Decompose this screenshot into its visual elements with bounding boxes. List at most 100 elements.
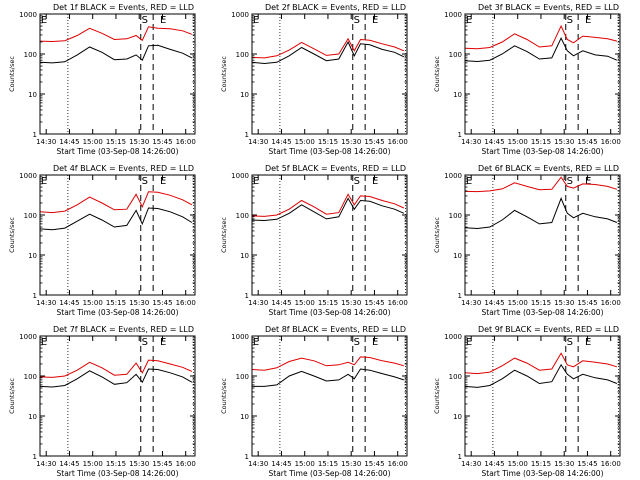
detector-panel: Det 2f BLACK = Events, RED = LLD E S E 1 10 10… — [220, 3, 408, 156]
x-tick-label: 15:45 — [577, 299, 597, 307]
y-tick-label: 100 — [24, 212, 37, 220]
y-tick-label: 1 — [458, 292, 462, 300]
y-tick-label: 100 — [449, 212, 462, 220]
x-tick-label: 15:15 — [318, 138, 338, 146]
x-tick-label: 14:45 — [271, 299, 291, 307]
x-tick-label: 14:30 — [461, 299, 481, 307]
x-tick-label: 14:45 — [271, 460, 291, 468]
x-tick-label: 15:15 — [106, 460, 126, 468]
x-tick-label: 15:00 — [83, 138, 103, 146]
y-tick-label: 100 — [24, 373, 37, 381]
x-tick-label: 15:00 — [508, 460, 528, 468]
x-tick-label: 14:45 — [59, 138, 79, 146]
x-tick-label: 15:30 — [341, 299, 361, 307]
marker-label: E — [160, 337, 166, 348]
marker-label: S — [354, 15, 360, 26]
x-tick-label: 14:45 — [484, 299, 504, 307]
y-tick-label: 1000 — [444, 11, 462, 19]
events-series-line — [39, 44, 193, 64]
x-axis-label: Start Time (03-Sep-08 14:26:00) — [482, 147, 604, 156]
x-tick-label: 14:30 — [461, 460, 481, 468]
x-tick-label: 15:45 — [364, 299, 384, 307]
y-tick-label: 10 — [240, 91, 249, 99]
x-tick-label: 15:00 — [295, 460, 315, 468]
y-tick-label: 1000 — [19, 11, 37, 19]
marker-label: E — [160, 176, 166, 187]
x-tick-label: 15:30 — [129, 299, 149, 307]
y-axis-label: Counts/sec — [220, 378, 228, 414]
x-tick-label: 15:45 — [577, 460, 597, 468]
y-tick-label: 10 — [28, 252, 37, 260]
x-tick-label: 15:00 — [508, 299, 528, 307]
panel-title: Det 8f BLACK = Events, RED = LLD — [265, 325, 406, 334]
detector-panel: Det 3f BLACK = Events, RED = LLD E S E 1 10 10… — [433, 3, 621, 156]
x-tick-label: 14:30 — [248, 299, 268, 307]
y-tick-label: 1000 — [231, 172, 249, 180]
lld-series-line — [464, 176, 618, 193]
plot-frame — [39, 174, 196, 296]
y-tick-label: 1 — [458, 131, 462, 139]
x-axis-label: Start Time (03-Sep-08 14:26:00) — [57, 469, 179, 478]
x-tick-label: 14:30 — [36, 460, 56, 468]
x-tick-label: 14:30 — [248, 460, 268, 468]
detector-panel: Det 1f BLACK = Events, RED = LLD E S E 1 10 10… — [8, 3, 196, 156]
x-tick-label: 14:45 — [59, 460, 79, 468]
events-series-line — [464, 197, 618, 230]
y-tick-label: 1 — [458, 453, 462, 461]
marker-label: S — [567, 337, 573, 348]
y-axis-label: Counts/sec — [220, 56, 228, 92]
y-tick-label: 100 — [236, 51, 249, 59]
detector-panel: Det 5f BLACK = Events, RED = LLD E S E 1 10 10… — [220, 164, 408, 317]
events-series-line — [252, 368, 405, 387]
x-axis-label: Start Time (03-Sep-08 14:26:00) — [269, 308, 391, 317]
x-tick-label: 16:00 — [388, 138, 408, 146]
y-tick-label: 1000 — [444, 333, 462, 341]
x-tick-label: 15:00 — [83, 460, 103, 468]
plot-frame — [39, 335, 196, 457]
x-tick-label: 15:45 — [152, 460, 172, 468]
lld-series-line — [39, 359, 193, 378]
detector-panel: Det 6f BLACK = Events, RED = LLD E S E 1 10 10… — [433, 164, 621, 317]
panel-title: Det 3f BLACK = Events, RED = LLD — [478, 3, 619, 12]
x-tick-label: 15:45 — [152, 138, 172, 146]
marker-label: E — [253, 337, 259, 348]
y-axis-label: Counts/sec — [433, 378, 441, 414]
marker-label: E — [41, 176, 47, 187]
plot-frame — [464, 13, 621, 135]
y-tick-label: 100 — [449, 51, 462, 59]
y-tick-label: 1 — [245, 292, 249, 300]
marker-label: E — [585, 337, 591, 348]
y-tick-label: 10 — [240, 252, 249, 260]
x-tick-label: 16:00 — [176, 299, 196, 307]
x-tick-label: 16:00 — [176, 460, 196, 468]
marker-label: S — [354, 176, 360, 187]
marker-label: E — [41, 337, 47, 348]
marker-label: E — [466, 337, 472, 348]
panel-title: Det 1f BLACK = Events, RED = LLD — [53, 3, 194, 12]
x-tick-label: 15:45 — [577, 138, 597, 146]
y-axis-label: Counts/sec — [8, 378, 16, 414]
panel-title: Det 2f BLACK = Events, RED = LLD — [265, 3, 406, 12]
y-tick-label: 10 — [453, 252, 462, 260]
y-tick-label: 100 — [449, 373, 462, 381]
y-tick-label: 100 — [236, 373, 249, 381]
x-tick-label: 14:30 — [461, 138, 481, 146]
y-tick-label: 1000 — [19, 333, 37, 341]
x-axis-label: Start Time (03-Sep-08 14:26:00) — [57, 147, 179, 156]
marker-label: E — [372, 176, 378, 187]
y-tick-label: 1000 — [231, 11, 249, 19]
x-tick-label: 15:00 — [295, 138, 315, 146]
x-tick-label: 14:45 — [59, 299, 79, 307]
x-tick-label: 16:00 — [601, 460, 621, 468]
y-axis-label: Counts/sec — [220, 217, 228, 253]
lld-series-line — [39, 191, 193, 214]
events-series-line — [464, 36, 618, 63]
marker-label: E — [585, 176, 591, 187]
x-tick-label: 16:00 — [601, 299, 621, 307]
x-tick-label: 14:30 — [36, 138, 56, 146]
x-axis-label: Start Time (03-Sep-08 14:26:00) — [269, 147, 391, 156]
events-series-line — [251, 197, 405, 222]
marker-label: S — [567, 176, 573, 187]
x-tick-label: 15:15 — [318, 299, 338, 307]
